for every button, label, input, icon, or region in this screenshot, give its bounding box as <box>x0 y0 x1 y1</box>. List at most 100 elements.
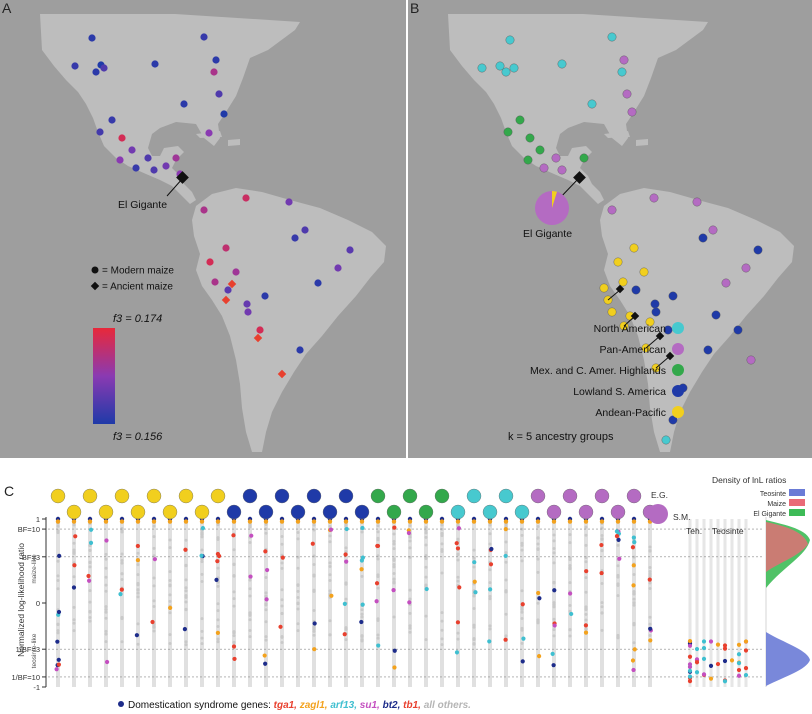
panel-c-gene-dot-top <box>567 519 573 524</box>
panel-b-ancestry-pie-marker <box>703 345 713 355</box>
panel-c-gene-dot-other <box>136 583 140 587</box>
panel-c-gene-dot-other <box>520 541 524 545</box>
panel-c-gene-dot-other <box>88 615 92 619</box>
panel-c-gene-dot-other <box>232 634 236 638</box>
panel-a: A El Gigante = Modern maize = Ancient ma… <box>0 0 406 458</box>
panel-c-gene-dot-other <box>408 535 412 539</box>
panel-c-gene-dot <box>135 558 141 563</box>
panel-b-ancestry-pie-marker <box>733 325 743 335</box>
panel-c-gene-dot <box>614 534 620 539</box>
panel-c-density-title: Density of lnL ratios <box>712 475 786 485</box>
panel-c-gene-dot-other <box>504 634 508 638</box>
panel-c-gene-dot-top <box>615 519 621 524</box>
panel-c-gene-dot-other <box>584 533 588 537</box>
genes-caption-gene: bt2, <box>383 700 404 711</box>
panel-c-gene-dot-other <box>104 607 108 611</box>
panel-c-ancestry-pie <box>82 488 98 504</box>
panel-c-teosinte-label: Teosinte <box>712 526 744 536</box>
panel-a-modern-maize-marker <box>88 34 96 42</box>
panel-c-gene-dot-other <box>280 566 284 570</box>
panel-c-gene-dot <box>215 559 220 564</box>
panel-c-gene-dot-top <box>263 519 269 524</box>
panel-c-gene-dot-other <box>296 607 300 611</box>
panel-b-legend-label: Andean-Pacific <box>595 407 666 419</box>
panel-c-gene-dot <box>328 527 334 532</box>
panel-c-gene-dot-other <box>248 629 252 633</box>
panel-b-ancestry-pie-marker <box>618 277 628 287</box>
panel-c-gene-dot-other <box>360 574 364 578</box>
panel-c-gene-dot-other <box>584 576 588 580</box>
panel-c-gene-dot-other <box>296 622 300 626</box>
panel-c-teosinte-gene-dot <box>722 646 728 651</box>
panel-c-plot <box>48 517 760 687</box>
panel-c-gene-dot <box>88 527 94 532</box>
panel-b-ancestry-pie-marker <box>649 193 659 203</box>
panel-c-gene-dot-other <box>408 546 412 550</box>
panel-c-gene-dot-top <box>327 519 333 524</box>
panel-c-gene-dot-other <box>584 612 588 616</box>
panel-c-gene-dot <box>455 620 461 625</box>
panel-c-gene-dot-top <box>391 519 397 524</box>
panel-c-gene-dot <box>536 654 542 659</box>
panel-c-gene-dot-other <box>504 540 508 544</box>
panel-c-gene-dot-other <box>152 629 156 633</box>
genes-caption-prefix: Domestication syndrome genes: <box>128 700 274 711</box>
panel-c-gene-dot-top <box>231 519 237 524</box>
panel-c-gene-dot-other <box>344 523 348 527</box>
panel-c-gene-dot-other <box>104 552 108 556</box>
panel-a-modern-maize-marker <box>334 264 342 272</box>
panel-c-gene-dot-top <box>487 519 493 524</box>
panel-c-gene-dot-other <box>600 549 604 553</box>
panel-c-gene-dot-other <box>648 587 652 591</box>
panel-c-gene-dot-other <box>536 547 540 551</box>
panel-c-gene-dot-other <box>136 622 140 626</box>
panel-c-gene-dot-other <box>360 634 364 638</box>
panel-c-gene-dot-other <box>184 600 188 604</box>
panel-c-teosinte-gene-dot <box>687 674 693 679</box>
panel-c-gene-dot-other <box>360 612 364 616</box>
panel-c-gene-dot-other <box>248 587 252 591</box>
panel-c-ancestry-pie <box>434 488 450 504</box>
panel-c-teosinte-gene-dot <box>743 648 749 653</box>
panel-c-gene-dot-other <box>200 560 204 564</box>
panel-b-ancestry-pie-marker <box>503 127 513 137</box>
panel-c-gene-dot-other <box>536 525 540 529</box>
panel-a-modern-maize-marker <box>244 308 252 316</box>
panel-c-gene-dot <box>392 665 397 670</box>
panel-c-ytick-label: BF=3 <box>22 553 40 562</box>
panel-c-teosinte-gene-dot <box>736 667 742 673</box>
panel-c-gene-dot-top <box>519 519 525 524</box>
panel-c-gene-dot-other <box>296 531 300 535</box>
panel-c-gene-dot-other <box>200 548 204 552</box>
panel-c-gene-dot-other <box>616 594 620 598</box>
panel-c-gene-dot-other <box>216 602 220 606</box>
panel-c-gene-dot <box>488 587 493 592</box>
panel-a-modern-maize-marker <box>346 246 354 254</box>
panel-c-gene-dot-other <box>248 594 252 598</box>
panel-c-gene-dot <box>457 585 462 590</box>
panel-c-gene-dot-other <box>168 641 172 645</box>
panel-c-ancestry-pie <box>370 488 386 504</box>
panel-a-modern-maize-marker <box>132 164 140 172</box>
panel-c-gene-dot-other <box>328 540 332 544</box>
panel-c-eg-label: E.G. <box>651 490 668 500</box>
panel-c-gene-dot-other <box>392 565 396 569</box>
panel-c-teosinte-gene-dot <box>715 661 721 667</box>
panel-b-ancestry-pie-marker <box>557 165 567 175</box>
panel-c-gene-dot <box>200 525 206 531</box>
panel-c-gene-dot-other <box>360 615 364 619</box>
panel-c-gene-dot <box>152 557 157 562</box>
panel-c-teosinte-gene-dot <box>701 672 707 677</box>
panel-c-gene-dot-other <box>392 577 396 581</box>
panel-c-gene-dot <box>648 638 653 643</box>
panel-b-ancestry-pie-marker <box>698 233 708 243</box>
panel-c-gene-dot <box>231 644 237 649</box>
panel-c-gene-dot-other <box>120 561 124 565</box>
panel-c-ancestry-pie <box>66 504 82 520</box>
panel-c-gene-dot <box>263 549 268 554</box>
panel-a-ancient-maize-marker <box>227 279 237 289</box>
panel-c-gene-dot <box>489 546 494 552</box>
panel-c-gene-dot-other <box>56 631 60 635</box>
panel-c-gene-dot-top <box>535 519 541 524</box>
